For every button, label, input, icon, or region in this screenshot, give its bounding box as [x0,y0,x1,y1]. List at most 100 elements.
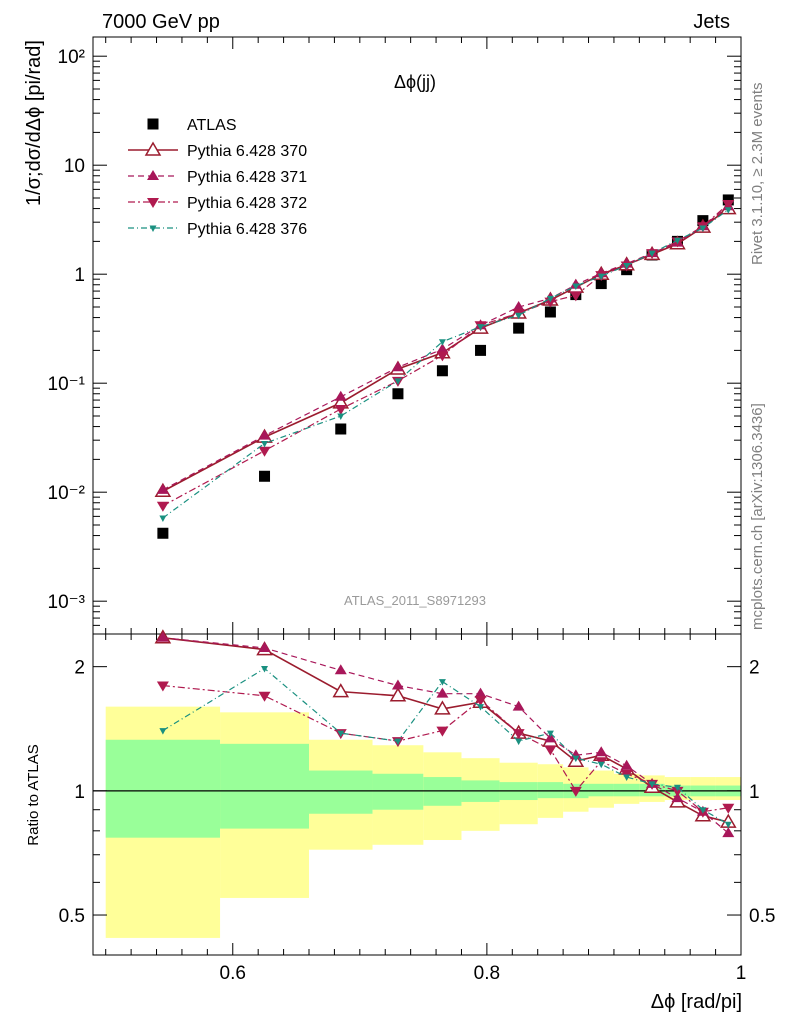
y-tick-label: 10 [64,156,85,177]
marker-small-triangle [546,295,554,303]
marker-small-triangle [337,413,345,421]
legend-entry: Pythia 6.428 370 [128,141,307,160]
marker-triangle-up [512,301,525,312]
y-tick-label: 10² [58,47,85,68]
marker-small-triangle [648,250,656,258]
marker-open-triangle [434,700,451,715]
legend-entry: Pythia 6.428 376 [128,221,307,238]
data-marker [436,365,448,377]
data-marker [544,306,556,318]
marker-triangle-up [147,170,159,180]
marker-triangle-up [569,749,582,760]
marker-small-triangle [673,237,681,245]
legend-entry: ATLAS [147,117,237,134]
legend-label: Pythia 6.428 371 [187,169,307,186]
marker-small-triangle [394,378,402,385]
marker-triangle-down [569,291,582,302]
marker-small-triangle [515,738,523,746]
series-p376 [159,207,732,522]
y-tick-label: 0.5 [59,906,85,927]
marker-triangle-up [334,664,347,675]
marker-open-triangle [332,683,350,698]
legend-label: Pythia 6.428 372 [187,195,307,212]
marker-small-triangle [699,807,707,814]
data-marker [335,423,347,435]
marker-small-triangle [394,738,402,746]
series-p372 [156,200,735,512]
ratio-panel: 0.6 0.8 1 0.5 0.5 1 1 2 2 [59,629,775,984]
marker-triangle-up [391,679,404,690]
marker-small-triangle [159,728,167,735]
marker-small-triangle [477,704,485,711]
data-marker [475,344,487,356]
y-tick-label-right: 1 [749,782,760,803]
marker-small-triangle [572,283,580,290]
marker-small-triangle [261,440,269,448]
marker-small-triangle [699,225,707,233]
ratio-series-p376 [159,665,732,829]
uncertainty-band-inner [613,783,640,797]
marker-triangle-down [544,745,557,756]
marker-small-triangle [673,784,681,792]
marker-open-triangle [389,687,407,702]
header-process: 7000 GeV pp [102,11,220,33]
uncertainty-band-inner [537,782,564,799]
marker-triangle-down [474,696,487,707]
x-tick-label: 0.6 [220,963,246,984]
marker-small-triangle [623,263,631,270]
watermark: ATLAS_2011_S8971293 [344,593,486,608]
data-marker [595,278,607,290]
data-marker [259,470,271,482]
ratio-y-axis-label: Ratio to ATLAS [25,744,42,845]
marker-triangle-down [436,726,449,737]
marker-small-triangle [546,730,554,738]
marker-triangle-up [544,732,557,743]
y-tick-label: 10⁻¹ [48,374,86,395]
marker-triangle-up [258,429,271,440]
data-marker [722,194,734,206]
data-marker [147,118,159,130]
marker-small-triangle [597,761,605,769]
series-p371 [156,200,735,494]
uncertainty-band-inner [588,783,614,797]
main-panel: 10⁻³ 10⁻² 10⁻¹ 1 10 10² [48,36,742,635]
marker-triangle-down [156,501,169,512]
x-tick-label: 0.8 [474,963,500,984]
uncertainty-band-inner [220,743,309,829]
uncertainty-band-inner [105,739,221,838]
marker-small-triangle [623,774,631,782]
ratio-series-p371 [156,631,735,838]
marker-small-triangle [724,821,732,829]
header-category: Jets [693,11,730,33]
marker-triangle-up [595,746,608,757]
marker-small-triangle [724,207,732,214]
marker-triangle-down [722,803,735,814]
y-tick-label: 1 [74,782,85,803]
marker-triangle-up [258,641,271,652]
legend: ATLAS Pythia 6.428 370 Pythia 6.428 371 Pyt… [128,117,307,238]
data-marker [157,527,169,539]
uncertainty-band-inner [372,773,424,810]
marker-small-triangle [438,679,446,686]
marker-small-triangle [149,225,157,232]
ratio-line [162,637,729,834]
main-title: Δϕ(jj) [394,72,436,92]
y-tick-label: 1 [74,265,85,286]
marker-triangle-up [671,792,684,803]
side-text-bottom: mcplots.cern.ch [arXiv:1306.3436] [749,403,766,630]
marker-triangle-down [722,200,735,211]
marker-triangle-down [258,691,271,702]
y-tick-label: 10⁻³ [48,592,86,613]
marker-triangle-up [156,631,169,642]
marker-small-triangle [438,339,446,346]
marker-triangle-down [569,786,582,797]
series-line [162,209,729,519]
marker-small-triangle [597,273,605,281]
y-tick-label: 2 [74,658,85,679]
marker-triangle-down [258,446,271,457]
marker-triangle-down [512,729,525,740]
marker-triangle-up [436,687,449,698]
main-y-axis-label: 1/σ;dσ/dΔϕ [pi/rad] [23,40,45,206]
series-data [157,194,734,539]
marker-small-triangle [337,730,345,738]
